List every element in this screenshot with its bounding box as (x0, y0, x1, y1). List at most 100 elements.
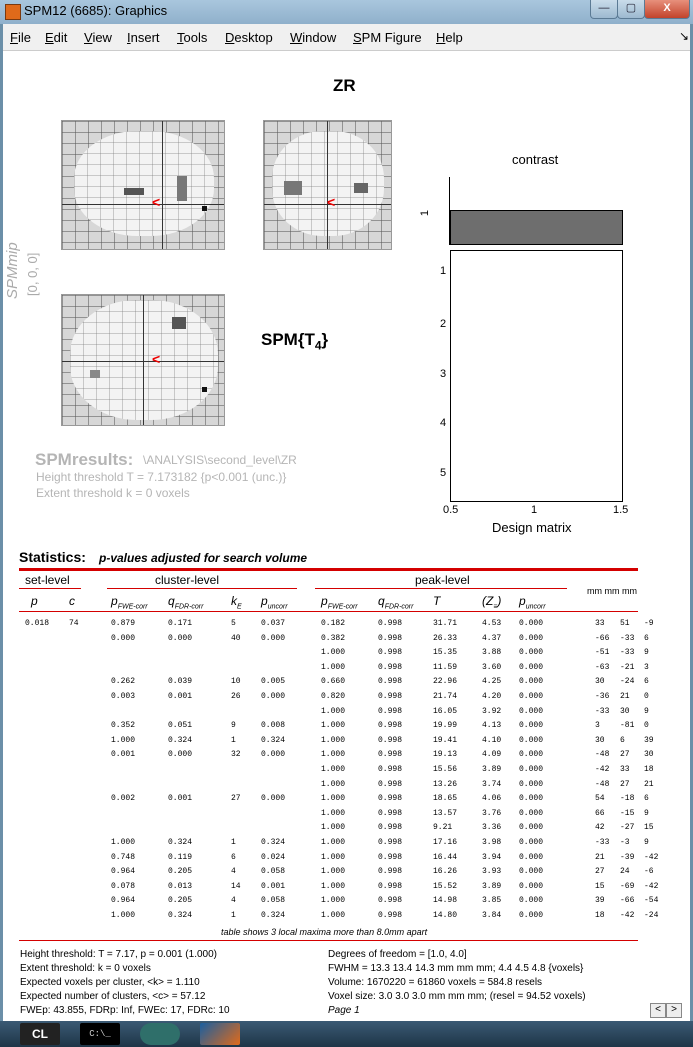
menu-file[interactable]: File (10, 30, 31, 45)
table-cell: 0.000 (519, 896, 544, 906)
table-cell: 0.000 (261, 692, 286, 701)
taskbar-cl-app[interactable]: CL (20, 1023, 60, 1045)
table-cell: 30 (595, 735, 605, 745)
table-cell: 0.000 (519, 750, 544, 760)
table-cell: 14.98 (433, 896, 458, 906)
spmmip-coords: [0, 0, 0] (25, 252, 40, 296)
table-cell: 3.84 (482, 911, 502, 920)
table-cell: -42 (644, 881, 659, 891)
footer-left-line: Height threshold: T = 7.17, p = 0.001 (1… (20, 949, 217, 960)
window-titlebar[interactable]: SPM12 (6685): Graphics — ▢ X (0, 0, 693, 24)
spmresults-path: \ANALYSIS\second_level\ZR (143, 453, 297, 467)
table-row[interactable]: 1.000 0.998 15.56 3.89 0.000 -42 33 18 (3, 765, 690, 779)
minimize-button[interactable]: — (590, 0, 618, 19)
contrast-axes (449, 177, 624, 245)
table-row[interactable]: 1.000 0.998 16.05 3.92 0.000 -33 30 9 (3, 707, 690, 721)
menu-spm-figure[interactable]: SPM Figure (353, 30, 422, 45)
design-matrix[interactable] (450, 250, 623, 502)
glass-brain-sagittal[interactable]: < (61, 120, 225, 250)
footer-left-line: FWEp: 43.855, FDRp: Inf, FWEc: 17, FDRc:… (20, 1005, 230, 1016)
footer-rule (19, 940, 638, 941)
menu-tools[interactable]: Tools (177, 30, 208, 45)
table-row[interactable]: 1.000 0.998 13.57 3.76 0.000 66 -15 9 (3, 809, 690, 823)
table-row[interactable]: 1.000 0.998 15.35 3.88 0.000 -51 -33 9 (3, 648, 690, 662)
dock-figure-icon[interactable]: ↘ (679, 29, 690, 43)
brain-outline (74, 131, 214, 236)
table-row[interactable]: 1.000 0.998 9.21 3.36 0.000 42 -27 15 (3, 823, 690, 837)
table-cell: 0.998 (378, 706, 403, 716)
table-row[interactable]: 1.000 0.324 1 0.324 1.000 0.998 19.41 4.10 0.000… (3, 736, 690, 750)
table-cell: 14.80 (433, 911, 458, 920)
menu-help[interactable]: Help (436, 30, 463, 45)
table-cell: 27 (620, 779, 630, 789)
table-cell: 0.000 (519, 692, 544, 701)
table-cell: 0.078 (111, 881, 136, 891)
table-cell: 18.65 (433, 794, 458, 804)
table-row[interactable]: 1.000 0.324 1 0.324 1.000 0.998 17.16 3.98 0.000… (3, 838, 690, 852)
table-row[interactable]: 0.964 0.205 4 0.058 1.000 0.998 16.26 3.93 0.000… (3, 867, 690, 881)
table-row[interactable]: 1.000 0.998 13.26 3.74 0.000 -48 27 21 (3, 780, 690, 794)
menu-view[interactable]: View (84, 30, 112, 45)
menu-desktop[interactable]: Desktop (225, 30, 273, 45)
table-cell: 6 (644, 677, 649, 687)
taskbar-cmd-icon[interactable]: C:\_ (80, 1023, 120, 1045)
table-cell: 0.037 (261, 619, 286, 628)
glass-brain-axial[interactable]: < (61, 294, 225, 426)
table-cell: 1 (231, 838, 236, 847)
close-button[interactable]: X (644, 0, 690, 19)
table-row[interactable]: 1.000 0.324 1 0.324 1.000 0.998 14.80 3.84 0.000… (3, 911, 690, 925)
menu-bar: File Edit View Insert Tools Desktop Wind… (3, 24, 690, 51)
table-cell: 0.324 (261, 838, 286, 847)
table-cell: 3 (595, 721, 600, 731)
taskbar-atom-icon[interactable] (140, 1023, 180, 1045)
table-row[interactable]: 0.000 0.000 40 0.000 0.382 0.998 26.33 4.37 0.00… (3, 634, 690, 648)
table-cell: -48 (595, 750, 610, 760)
maximize-button[interactable]: ▢ (617, 0, 645, 19)
table-row[interactable]: 0.262 0.039 10 0.005 0.660 0.998 22.96 4.25 0.00… (3, 677, 690, 691)
cluster-level-header: cluster-level (155, 573, 220, 587)
taskbar-matlab-icon[interactable] (200, 1023, 240, 1045)
table-row[interactable]: 0.078 0.013 14 0.001 1.000 0.998 15.52 3.89 0.00… (3, 882, 690, 896)
table-cell: 21 (620, 692, 630, 701)
table-cell: 3.89 (482, 881, 502, 891)
table-row[interactable]: 0.002 0.001 27 0.000 1.000 0.998 18.65 4.06 0.00… (3, 794, 690, 808)
table-cell: 0.000 (519, 619, 544, 628)
table-cell: 0.998 (378, 779, 403, 789)
col-peak-t: T (433, 594, 441, 608)
table-cell: -24 (644, 911, 659, 920)
table-cell: 9 (644, 706, 649, 716)
table-row[interactable]: 0.352 0.051 9 0.008 1.000 0.998 19.99 4.13 0.000… (3, 721, 690, 735)
contrast-bar[interactable] (450, 210, 623, 245)
glass-brain-coronal[interactable]: < (263, 120, 392, 250)
table-cell: 1.000 (321, 808, 346, 818)
table-cell: 0 (644, 721, 649, 731)
table-row[interactable]: 0.018 74 0.879 0.171 5 0.037 0.182 0.998 31.71 4.… (3, 619, 690, 633)
table-row[interactable]: 0.964 0.205 4 0.058 1.000 0.998 14.98 3.85 0.000… (3, 896, 690, 910)
menu-window[interactable]: Window (290, 30, 337, 45)
table-row[interactable]: 0.003 0.001 26 0.000 0.820 0.998 21.74 4.20 0.00… (3, 692, 690, 706)
next-page-button[interactable]: > (666, 1003, 682, 1018)
menu-edit[interactable]: Edit (45, 30, 68, 45)
table-cell: 17.16 (433, 838, 458, 847)
table-cell: 1.000 (321, 911, 346, 920)
design-row-tick: 1 (440, 265, 447, 277)
design-x-tick: 1 (531, 504, 538, 516)
table-row[interactable]: 1.000 0.998 11.59 3.60 0.000 -63 -21 3 (3, 663, 690, 677)
table-cell: 0.998 (378, 692, 403, 701)
table-cell: 33 (620, 765, 630, 774)
table-cell: 0.018 (25, 619, 50, 628)
col-cluster-punc: puncorr (261, 594, 288, 611)
table-row[interactable]: 0.001 0.000 32 0.000 1.000 0.998 19.13 4.09 0.00… (3, 750, 690, 764)
footer-left-line: Expected voxels per cluster, <k> = 1.110 (20, 977, 200, 988)
table-cell: 0.205 (168, 896, 193, 906)
menu-insert[interactable]: Insert (127, 30, 160, 45)
table-cell: 3.85 (482, 896, 502, 906)
table-cell: 16.05 (433, 706, 458, 716)
footer-right-line: Degrees of freedom = [1.0, 4.0] (328, 949, 467, 960)
table-cell: 1.000 (321, 881, 346, 891)
table-cell: 0.998 (378, 794, 403, 804)
table-row[interactable]: 0.748 0.119 6 0.024 1.000 0.998 16.44 3.94 0.000… (3, 853, 690, 867)
table-cell: 0.262 (111, 677, 136, 687)
prev-page-button[interactable]: < (650, 1003, 666, 1018)
table-cell: 0.119 (168, 852, 193, 862)
